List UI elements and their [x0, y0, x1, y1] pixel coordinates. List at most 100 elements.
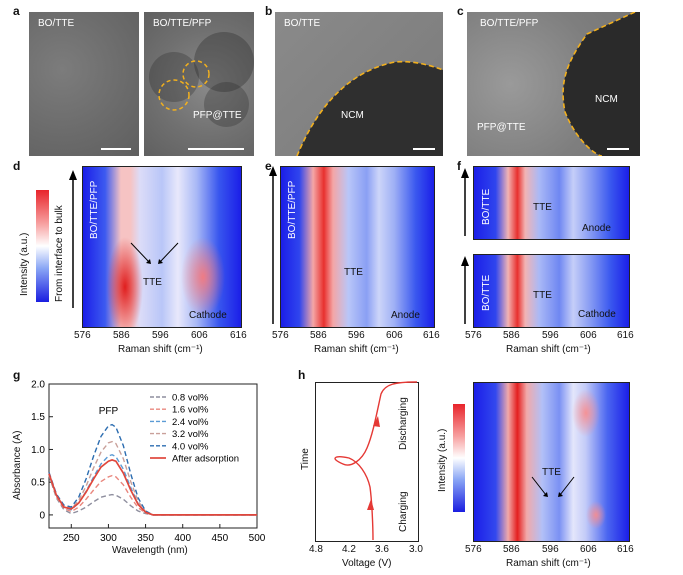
voltage-tick: 4.8 — [309, 544, 323, 555]
y-tick-label: 0.5 — [31, 478, 45, 489]
dashed-circles — [158, 60, 210, 111]
series-line — [48, 475, 257, 516]
panel-label-c: c — [457, 4, 464, 18]
tem-image-bo-tte: BO/TTE — [29, 12, 139, 156]
x-tick-label: 300 — [100, 533, 117, 544]
inset-label: PFP@TTE — [477, 122, 526, 133]
colorbar-label-d: Intensity (a.u.) — [19, 232, 30, 296]
time-axis-label: Time — [300, 448, 311, 470]
map-vertical-label: BO/TTE — [481, 274, 492, 311]
x-tick: 576 — [465, 544, 482, 555]
cathode-label: Cathode — [189, 310, 227, 321]
panel-label-g: g — [13, 368, 21, 382]
raman-map-e: BO/TTE/PFP TTE Anode — [280, 166, 435, 328]
scale-bar — [607, 148, 629, 150]
y-tick-label: 1.5 — [31, 412, 45, 423]
panel-label-f: f — [457, 159, 461, 173]
charging-label: Charging — [398, 491, 409, 532]
x-tick: 576 — [465, 330, 482, 341]
map-vertical-label: BO/TTE — [481, 188, 492, 225]
x-tick-label: 400 — [174, 533, 191, 544]
panel-label-h: h — [298, 368, 306, 382]
ncm-region — [562, 12, 640, 156]
raman-map-d: BO/TTE/PFP TTE Cathode — [82, 166, 242, 328]
pfp-particle — [194, 32, 254, 92]
raman-map-f-bottom: BO/TTE TTE Cathode — [473, 254, 630, 328]
legend-entry: 2.4 vol% — [172, 417, 209, 428]
series-line — [48, 440, 257, 516]
x-tick: 596 — [542, 330, 559, 341]
x-tick: 606 — [386, 330, 403, 341]
y-axis-label: Absorbance (A) — [12, 430, 23, 500]
ncm-label: NCM — [341, 110, 364, 121]
tte-arrows — [130, 242, 179, 264]
legend-entry: 1.6 vol% — [172, 405, 209, 416]
panel-label-a: a — [13, 4, 20, 18]
legend-entry: After adsorption — [172, 454, 239, 465]
x-axis-label: Raman shift (cm⁻¹) — [314, 344, 399, 355]
y-tick-label: 0 — [39, 510, 45, 521]
raman-map-h: TTE — [473, 382, 630, 542]
anode-label: Anode — [582, 223, 611, 234]
panel-label-e: e — [265, 159, 272, 173]
legend-entry: 3.2 vol% — [172, 429, 209, 440]
series-line — [48, 459, 257, 516]
y-tick-label: 2.0 — [31, 380, 45, 391]
discharging-label: Discharging — [398, 397, 409, 450]
tem-image-bo-tte-pfp: BO/TTE/PFP PFP@TTE — [144, 12, 254, 156]
scale-bar — [188, 148, 244, 150]
x-tick: 606 — [580, 544, 597, 555]
x-tick: 586 — [310, 330, 327, 341]
x-tick: 616 — [617, 330, 634, 341]
tte-label: TTE — [143, 277, 162, 288]
voltage-tick: 3.6 — [375, 544, 389, 555]
arrow-e — [269, 166, 277, 324]
interface-to-bulk-label: From interface to bulk — [54, 205, 65, 302]
arrow-f-top — [461, 168, 469, 236]
x-tick: 576 — [272, 330, 289, 341]
tem-label: BO/TTE — [38, 18, 75, 29]
x-tick: 576 — [74, 330, 91, 341]
x-axis-label: Raman shift (cm⁻¹) — [506, 558, 591, 569]
y-tick-label: 1.0 — [31, 445, 45, 456]
panel-label-b: b — [265, 4, 273, 18]
colorbar-d — [36, 190, 49, 302]
tte-label: TTE — [344, 267, 363, 278]
raman-map-f-top: BO/TTE TTE Anode — [473, 166, 630, 240]
voltage-tick: 3.0 — [409, 544, 423, 555]
voltage-axis-label: Voltage (V) — [342, 558, 392, 569]
tem-image-b: BO/TTE NCM — [275, 12, 443, 156]
anode-label: Anode — [391, 310, 420, 321]
voltage-tick: 4.2 — [342, 544, 356, 555]
tte-label: TTE — [542, 467, 561, 478]
map-vertical-label: BO/TTE/PFP — [287, 180, 298, 239]
x-tick-label: 450 — [212, 533, 229, 544]
legend-entry: 0.8 vol% — [172, 393, 209, 404]
ncm-label: NCM — [595, 94, 618, 105]
x-axis-label: Raman shift (cm⁻¹) — [506, 344, 591, 355]
x-tick-label: 250 — [63, 533, 80, 544]
voltage-curve — [334, 381, 418, 541]
colorbar-label-h: Intensity (a.u.) — [437, 428, 448, 492]
x-tick: 596 — [152, 330, 169, 341]
x-tick: 596 — [348, 330, 365, 341]
x-tick: 586 — [503, 544, 520, 555]
x-tick-label: 350 — [137, 533, 154, 544]
inset-label: PFP@TTE — [193, 110, 242, 121]
peak-annotation: PFP — [99, 406, 119, 417]
legend-entry: 4.0 vol% — [172, 441, 209, 452]
x-tick: 586 — [113, 330, 130, 341]
tem-image-c: BO/TTE/PFP NCM PFP@TTE — [467, 12, 640, 156]
pfp-particle — [149, 52, 199, 102]
x-tick: 616 — [423, 330, 440, 341]
x-axis-label: Wavelength (nm) — [112, 545, 188, 556]
pfp-particle — [204, 82, 249, 127]
colorbar-h — [453, 404, 465, 512]
arrow-f-bottom — [461, 256, 469, 324]
bulk-arrow-d — [69, 170, 77, 308]
ncm-region — [296, 60, 443, 156]
series-line — [48, 423, 257, 516]
panel-label-d: d — [13, 159, 21, 173]
x-tick: 606 — [580, 330, 597, 341]
voltage-plot-frame — [315, 382, 419, 542]
